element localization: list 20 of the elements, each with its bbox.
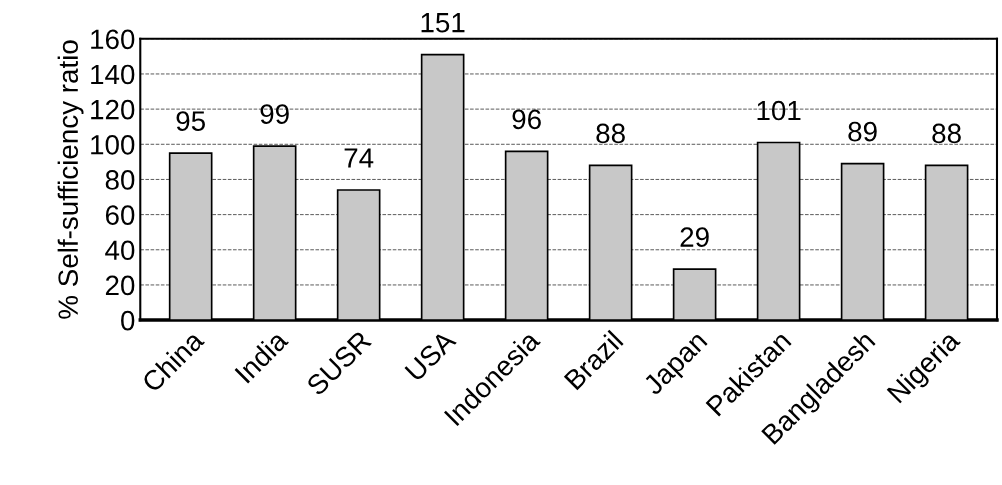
data-label: 101 [757,100,801,121]
y-tick-label: 20 [105,275,135,296]
y-tick-label: 80 [105,170,135,190]
data-label: 88 [932,123,961,144]
y-tick-label: 0 [121,310,135,331]
data-label: 96 [512,109,541,130]
data-label: 99 [260,104,289,124]
y-tick-label: 60 [105,205,135,225]
y-axis-title: % Self-sufficiency ratio [57,40,84,319]
data-label: 88 [596,123,625,144]
data-label: 151 [421,13,465,33]
data-label: 29 [680,227,709,247]
data-label: 95 [176,111,205,131]
y-tick-label: 120 [91,99,135,120]
y-tick-label: 140 [91,64,135,85]
y-tick-label: 160 [91,29,135,50]
y-tick-label: 40 [105,240,135,261]
data-label: 74 [344,148,374,168]
data-label: 89 [848,121,877,142]
y-tick-label: 100 [91,134,135,155]
